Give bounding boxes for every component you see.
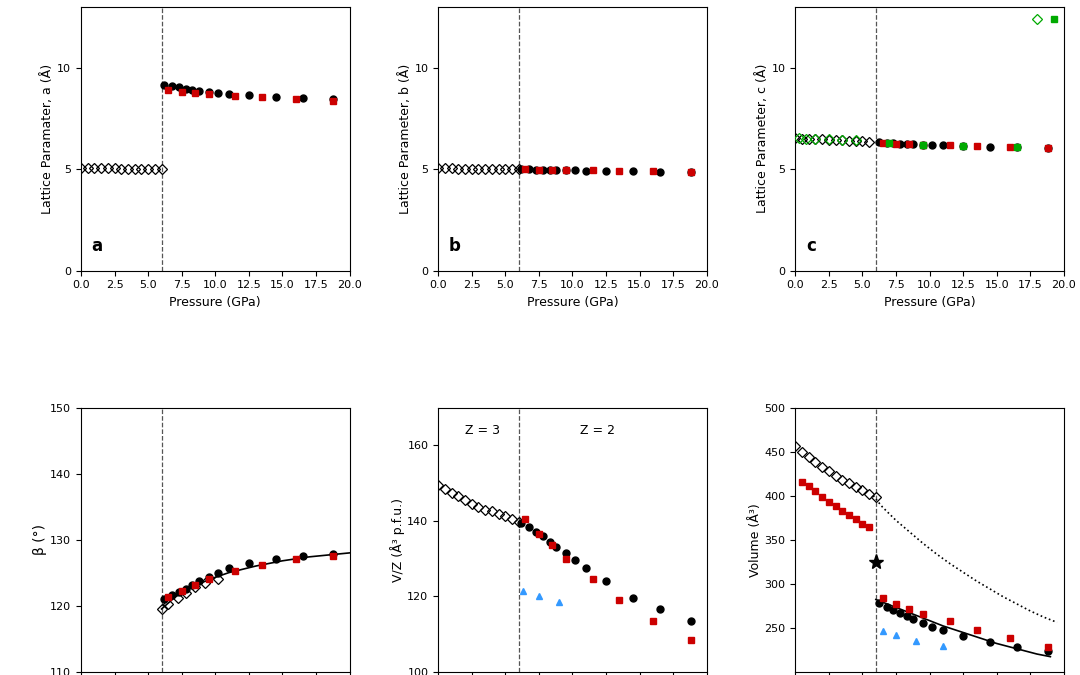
Y-axis label: β (°): β (°) — [33, 524, 48, 556]
Y-axis label: Lattice Parameter, c (Å): Lattice Parameter, c (Å) — [756, 64, 769, 213]
Text: Z = 3: Z = 3 — [465, 424, 500, 437]
Text: a: a — [92, 237, 103, 254]
X-axis label: Pressure (GPa): Pressure (GPa) — [170, 296, 261, 309]
X-axis label: Pressure (GPa): Pressure (GPa) — [527, 296, 618, 309]
Y-axis label: Volume (Å³): Volume (Å³) — [748, 503, 761, 576]
Text: c: c — [806, 237, 815, 254]
Y-axis label: Lattice Paramater, a (Å): Lattice Paramater, a (Å) — [41, 63, 54, 214]
Text: b: b — [449, 237, 461, 254]
Y-axis label: Lattice Parameter, b (Å): Lattice Parameter, b (Å) — [399, 63, 411, 214]
Text: Z = 2: Z = 2 — [580, 424, 616, 437]
X-axis label: Pressure (GPa): Pressure (GPa) — [883, 296, 975, 309]
Y-axis label: V/Z (Å³ p.f.u.): V/Z (Å³ p.f.u.) — [390, 497, 405, 582]
